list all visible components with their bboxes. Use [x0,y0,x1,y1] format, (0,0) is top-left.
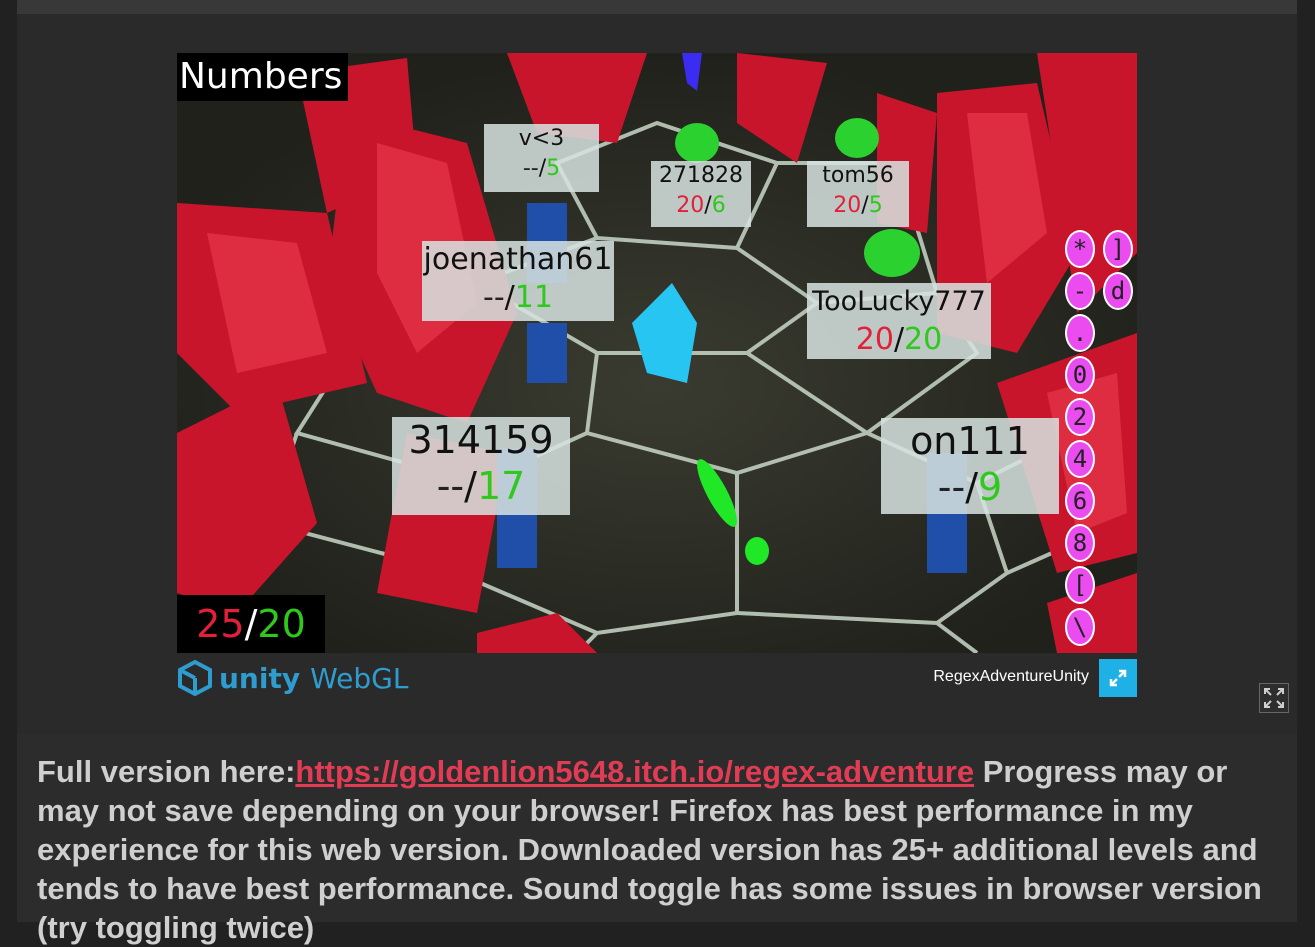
player-name: joenathan61 [423,242,613,277]
rune-token[interactable]: 2 [1065,398,1095,436]
player-tag: joenathan61 --/11 [422,241,614,321]
unity-footer: unity WebGL RegexAdventureUnity [177,654,1137,700]
player-name: on111 [910,419,1030,463]
player-score: --/17 [436,464,526,508]
score-counter: 25/20 [177,595,325,653]
score-current: 25 [196,602,245,646]
rune-token[interactable]: d [1103,272,1133,310]
app-title: RegexAdventureUnity [933,668,1089,685]
player-tag: on111 --/9 [881,418,1059,514]
page-panel: Numbers v<3 --/5 271828 20/6 tom56 20/5 … [17,0,1297,945]
player-score: --/11 [483,280,553,315]
unity-game-canvas[interactable]: Numbers v<3 --/5 271828 20/6 tom56 20/5 … [177,53,1137,653]
fullscreen-icon [1264,688,1284,708]
embed-fullscreen-button[interactable] [1259,683,1289,713]
description-body: Progress may or may not save depending o… [37,754,1262,945]
player-tag: v<3 --/5 [484,124,599,192]
player-name: 271828 [659,163,743,188]
player-tag: 271828 20/6 [651,161,751,227]
unity-webgl-logo: unity WebGL [177,660,408,696]
player-name: TooLucky777 [812,286,986,317]
unity-cube-icon [178,660,212,696]
rune-token[interactable]: 0 [1065,356,1095,394]
player-score: 20/20 [855,322,943,357]
rune-token[interactable]: * [1065,230,1095,268]
player-tag: 314159 --/17 [392,417,570,515]
webgl-label: WebGL [310,661,409,695]
rune-token[interactable]: 4 [1065,440,1095,478]
game-description: Full version here:https://goldenlion5648… [37,752,1277,947]
rune-token[interactable]: [ [1065,566,1095,604]
rune-token[interactable]: . [1065,314,1095,352]
description-prefix: Full version here: [37,754,296,789]
expand-icon [1109,669,1127,687]
level-title: Numbers [177,53,349,101]
game-scene [177,53,1137,653]
fullscreen-button[interactable] [1099,659,1137,697]
rune-token[interactable]: 8 [1065,524,1095,562]
player-score: --/9 [937,465,1003,509]
player-score: 20/6 [676,193,726,218]
player-score: 20/5 [833,193,883,218]
unity-label: unity [219,661,301,695]
top-strip [17,0,1297,14]
player-tag: tom56 20/5 [807,161,909,227]
player-name: v<3 [518,126,565,151]
player-name: 314159 [408,418,554,462]
rune-token[interactable]: 6 [1065,482,1095,520]
full-version-link[interactable]: https://goldenlion5648.itch.io/regex-adv… [295,754,975,789]
score-target: 20 [257,602,306,646]
rune-token[interactable]: - [1065,272,1095,310]
rune-token[interactable]: ] [1103,230,1133,268]
player-tag: TooLucky777 20/20 [807,283,991,359]
player-score: --/5 [522,156,561,181]
player-name: tom56 [822,163,894,188]
rune-token[interactable]: \ [1065,608,1095,646]
game-embed: Numbers v<3 --/5 271828 20/6 tom56 20/5 … [17,14,1297,734]
